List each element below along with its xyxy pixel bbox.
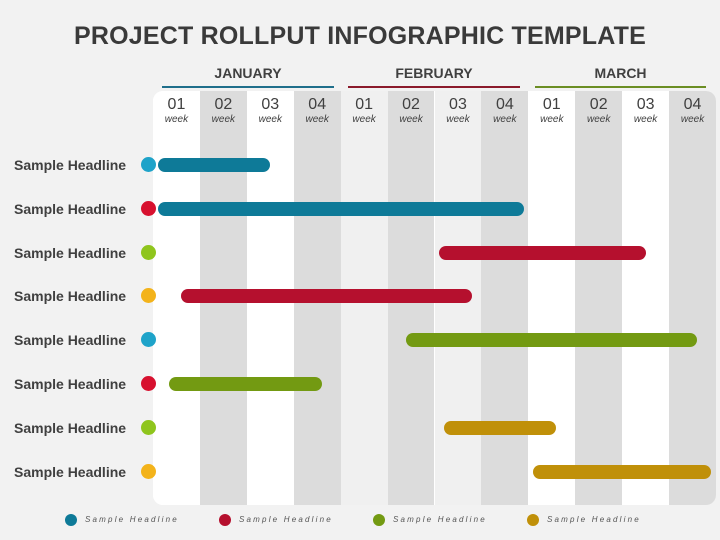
week-number: 02 <box>402 96 420 113</box>
legend-dot <box>65 514 77 526</box>
row-label: Sample Headline <box>14 244 127 261</box>
week-number: 02 <box>214 96 233 113</box>
week-header: 04 week <box>481 96 528 126</box>
legend-label: Sample Headline <box>85 515 179 524</box>
row-dot <box>141 288 156 304</box>
task-bar <box>157 158 271 172</box>
row-dot <box>141 332 156 348</box>
week-number: 01 <box>355 96 373 113</box>
week-header: 04 week <box>669 96 716 126</box>
week-unit-label: week <box>211 114 236 125</box>
week-unit-label: week <box>680 114 705 125</box>
row-label: Sample Headline <box>14 332 127 349</box>
row-dot <box>141 463 156 479</box>
week-unit-label: week <box>305 114 329 125</box>
week-header: 03 week <box>247 96 294 126</box>
row-dot <box>141 244 156 260</box>
week-header: 02 week <box>575 96 622 126</box>
week-unit-label: week <box>164 114 189 125</box>
week-unit-label: week <box>258 114 282 125</box>
week-number: 03 <box>261 96 280 113</box>
page-title: PROJECT ROLLPUT INFOGRAPHIC TEMPLATE <box>73 22 647 50</box>
week-column: 01 week <box>528 91 576 505</box>
week-unit-label: week <box>352 114 376 125</box>
week-header: 01 week <box>528 96 575 126</box>
legend-label: Sample Headline <box>393 515 487 524</box>
legend-dot <box>527 514 539 526</box>
week-number: 02 <box>589 96 608 113</box>
week-header: 03 week <box>435 96 482 126</box>
task-bar <box>406 333 698 348</box>
row-label: Sample Headline <box>14 157 127 173</box>
legend-label: Sample Headline <box>547 515 641 524</box>
week-number: 03 <box>636 96 655 113</box>
week-number: 03 <box>449 96 467 113</box>
week-unit-label: week <box>493 114 517 125</box>
task-bar <box>533 464 711 479</box>
task-bar <box>443 420 557 435</box>
task-bar <box>439 245 646 260</box>
month-label: JANUARY <box>214 65 282 81</box>
legend-dot <box>219 514 231 526</box>
week-number: 01 <box>167 96 186 113</box>
month-header: FEBRUARY <box>348 64 520 88</box>
legend-dot <box>373 514 385 526</box>
month-underline <box>162 86 334 88</box>
task-bar <box>169 377 322 391</box>
month-label: MARCH <box>594 65 647 81</box>
week-number: 04 <box>308 96 327 113</box>
week-header: 03 week <box>622 96 669 126</box>
row-dot <box>141 376 156 391</box>
week-header: 04 week <box>294 96 341 126</box>
week-header: 02 week <box>388 96 435 126</box>
row-label: Sample Headline <box>14 419 127 436</box>
row-dot <box>141 200 156 216</box>
row-dot <box>141 419 156 435</box>
month-header: JANUARY <box>162 64 334 88</box>
legend-label: Sample Headline <box>239 515 333 524</box>
week-column: 04 week <box>481 91 529 505</box>
row-label: Sample Headline <box>14 200 127 217</box>
month-header: MARCH <box>535 64 706 88</box>
week-unit-label: week <box>587 114 611 125</box>
task-bar <box>181 289 473 304</box>
task-bar <box>157 201 524 216</box>
row-label: Sample Headline <box>14 288 127 305</box>
week-number: 04 <box>683 96 702 113</box>
week-column: 02 week <box>575 91 623 505</box>
row-label: Sample Headline <box>14 376 127 392</box>
week-unit-label: week <box>399 114 423 125</box>
week-header: 01 week <box>341 96 388 126</box>
week-number: 04 <box>495 96 514 113</box>
month-underline <box>348 86 520 88</box>
week-unit-label: week <box>633 114 658 125</box>
week-unit-label: week <box>540 114 564 125</box>
row-label: Sample Headline <box>14 463 127 480</box>
week-unit-label: week <box>446 114 470 125</box>
week-number: 01 <box>542 96 561 113</box>
week-column: 04 week <box>669 91 716 505</box>
month-label: FEBRUARY <box>395 65 473 81</box>
row-dot <box>141 157 156 172</box>
week-header: 02 week <box>200 96 247 126</box>
week-column: 03 week <box>622 91 670 505</box>
week-header: 01 week <box>153 96 200 126</box>
month-underline <box>535 86 706 88</box>
